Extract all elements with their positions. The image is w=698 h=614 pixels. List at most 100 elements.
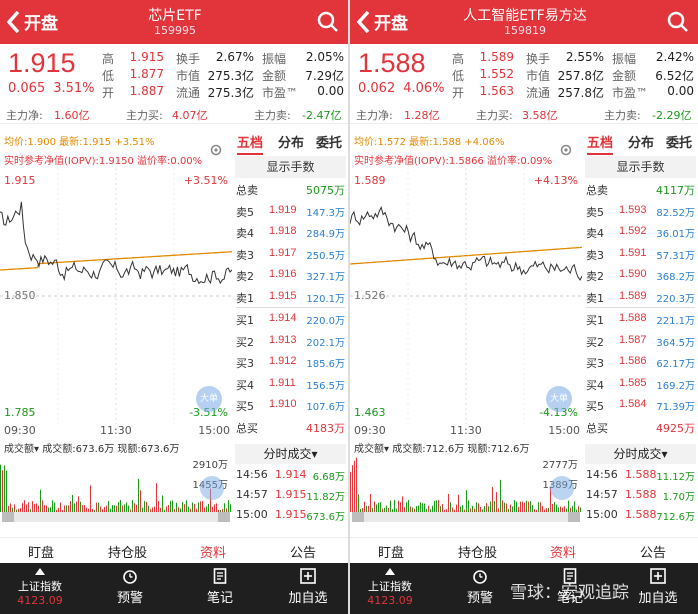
index-ticker[interactable]: 上证指数 4123.09 xyxy=(350,563,430,614)
volume-bar xyxy=(380,502,381,512)
subtab-watch[interactable]: 盯盘 xyxy=(28,546,55,561)
volume-header[interactable]: 成交额▾ 成交额:673.6万 现额:673.6万 xyxy=(4,444,180,455)
bid-row[interactable]: 买1 1.588 221.1万 xyxy=(583,308,698,330)
ask-price: 1.915 xyxy=(269,289,297,302)
subtab-announcements[interactable]: 公告 xyxy=(290,546,317,561)
note-button[interactable]: 笔记 xyxy=(190,563,250,614)
ask-row[interactable]: 卖5 1.593 82.52万 xyxy=(583,200,698,222)
tick-trades-header[interactable]: 分时成交▾ xyxy=(585,444,696,464)
subtab-holdings[interactable]: 持仓股 xyxy=(108,546,148,561)
quote-stat-v3: 6.52亿 xyxy=(655,69,694,83)
security-name: 芯片ETF xyxy=(148,8,202,24)
scroll-handle-left[interactable] xyxy=(2,512,14,522)
back-arrow-icon[interactable] xyxy=(354,8,374,36)
chart-scrollbar[interactable] xyxy=(352,512,580,522)
quote-stat-v2: 2.55% xyxy=(565,50,604,64)
plus-box-icon xyxy=(650,568,666,584)
tab-orders[interactable]: 委托 xyxy=(316,136,343,151)
ask-rows: 卖5 1.919 147.3万 卖4 1.918 284.9万 卖3 1.917 250.5万卖… xyxy=(233,200,348,308)
gear-icon[interactable] xyxy=(209,143,223,157)
search-icon[interactable] xyxy=(666,10,690,34)
scroll-handle-left[interactable] xyxy=(352,512,364,522)
bid-row[interactable]: 买1 1.914 220.0万 xyxy=(233,308,348,330)
net-flow-value: 1.28亿 xyxy=(404,109,440,122)
volume-bar xyxy=(136,504,137,512)
total-buy-row: 总买 4183万 xyxy=(233,416,348,438)
quote-stat-l3: 市盈™ xyxy=(612,86,649,100)
tick-trades-header[interactable]: 分时成交▾ xyxy=(235,444,346,464)
tab-orders[interactable]: 委托 xyxy=(666,136,693,151)
big-order-float-icon[interactable]: 大单 xyxy=(196,386,222,412)
bid-row[interactable]: 买4 1.585 169.2万 xyxy=(583,373,698,395)
tick-trade-p: 1.588 xyxy=(625,488,657,501)
index-ticker[interactable]: 上证指数 4123.09 xyxy=(0,563,80,614)
volume-bar xyxy=(114,505,115,512)
add-watchlist-button[interactable]: 加自选 xyxy=(626,563,690,614)
ask-row[interactable]: 卖4 1.592 36.01万 xyxy=(583,221,698,243)
order-book: 显示手数 总卖 4117万 卖5 1.593 82.52万 卖4 1.592 36.01万… xyxy=(583,156,698,437)
show-lots-button[interactable]: 显示手数 xyxy=(585,156,696,178)
ask-row[interactable]: 卖3 1.917 250.5万 xyxy=(233,243,348,265)
bid-row[interactable]: 买2 1.587 364.5万 xyxy=(583,330,698,352)
add-watchlist-button[interactable]: 加自选 xyxy=(276,563,340,614)
bid-price: 1.911 xyxy=(269,376,296,389)
chart-scrollbar[interactable] xyxy=(2,512,230,522)
big-order-float-icon[interactable]: 大单 xyxy=(546,386,572,412)
ask-row[interactable]: 卖2 1.916 327.1万 xyxy=(233,264,348,286)
subtab-watch[interactable]: 盯盘 xyxy=(378,546,405,561)
volume-float-icon[interactable] xyxy=(200,476,224,500)
bid-row[interactable]: 买5 1.910 107.6万 xyxy=(233,394,348,416)
tab-five-level[interactable]: 五档 xyxy=(237,132,264,155)
volume-bar xyxy=(356,457,357,512)
quote-stat-l1: 低 xyxy=(102,69,115,83)
ask-row[interactable]: 卖3 1.591 57.31万 xyxy=(583,243,698,265)
gear-icon[interactable] xyxy=(559,143,573,157)
bid-row[interactable]: 买5 1.584 71.39万 xyxy=(583,394,698,416)
bid-row[interactable]: 买4 1.911 156.5万 xyxy=(233,373,348,395)
scroll-handle-right[interactable] xyxy=(568,512,580,522)
back-arrow-icon[interactable] xyxy=(4,8,24,36)
note-button[interactable]: 笔记 xyxy=(540,563,600,614)
ask-row[interactable]: 卖4 1.918 284.9万 xyxy=(233,221,348,243)
volume-bar xyxy=(0,464,1,512)
ask-row[interactable]: 卖1 1.589 220.3万 xyxy=(583,286,698,308)
volume-bar xyxy=(350,471,351,512)
bid-row[interactable]: 买3 1.912 185.6万 xyxy=(233,351,348,373)
volume-bar xyxy=(44,505,45,512)
ask-label: 卖4 xyxy=(586,227,604,240)
tab-distribution[interactable]: 分布 xyxy=(278,136,305,151)
subtab-profile[interactable]: 资料 xyxy=(550,546,577,561)
total-buy-value: 4925万 xyxy=(656,421,695,435)
show-lots-button[interactable]: 显示手数 xyxy=(235,156,346,178)
ask-row[interactable]: 卖1 1.915 120.1万 xyxy=(233,286,348,308)
scroll-handle-right[interactable] xyxy=(218,512,230,522)
ask-row[interactable]: 卖5 1.919 147.3万 xyxy=(233,200,348,222)
alert-button[interactable]: 预警 xyxy=(100,563,160,614)
alert-button[interactable]: 预警 xyxy=(450,563,510,614)
intraday-chart[interactable]: 1.589 +4.13% 1.526 1.463 -4.13% 大单 xyxy=(350,168,582,424)
volume-bar xyxy=(514,500,515,512)
search-icon[interactable] xyxy=(316,10,340,34)
volume-bar xyxy=(372,507,373,512)
subtab-profile[interactable]: 资料 xyxy=(200,546,227,561)
intraday-chart[interactable]: 1.915 +3.51% 1.850 1.785 -3.51% 大单 xyxy=(0,168,232,424)
ask-price: 1.919 xyxy=(269,203,297,216)
bid-row[interactable]: 买3 1.586 62.17万 xyxy=(583,351,698,373)
volume-bar xyxy=(196,508,197,512)
volume-bar xyxy=(172,500,173,512)
volume-bar xyxy=(6,470,7,512)
subtab-announcements[interactable]: 公告 xyxy=(640,546,667,561)
volume-float-icon[interactable] xyxy=(550,476,574,500)
chart-mid-price: 1.850 xyxy=(4,289,36,302)
chart-bottom-pct: -4.13% xyxy=(539,406,578,419)
tab-five-level[interactable]: 五档 xyxy=(587,132,614,155)
volume-bar xyxy=(432,505,433,512)
ask-row[interactable]: 卖2 1.590 368.2万 xyxy=(583,264,698,286)
buy-flow-value: 4.07亿 xyxy=(172,109,208,122)
bid-row[interactable]: 买2 1.913 202.1万 xyxy=(233,330,348,352)
subtab-holdings[interactable]: 持仓股 xyxy=(458,546,498,561)
volume-header[interactable]: 成交额▾ 成交额:712.6万 现额:712.6万 xyxy=(354,444,530,455)
tab-distribution[interactable]: 分布 xyxy=(628,136,655,151)
ask-label: 卖3 xyxy=(236,248,254,262)
quote-stats: 高 1.589 换手 2.55% 振幅 2.42% 低 1.552 市值 257.8亿 金额 6.52… xyxy=(452,50,696,101)
